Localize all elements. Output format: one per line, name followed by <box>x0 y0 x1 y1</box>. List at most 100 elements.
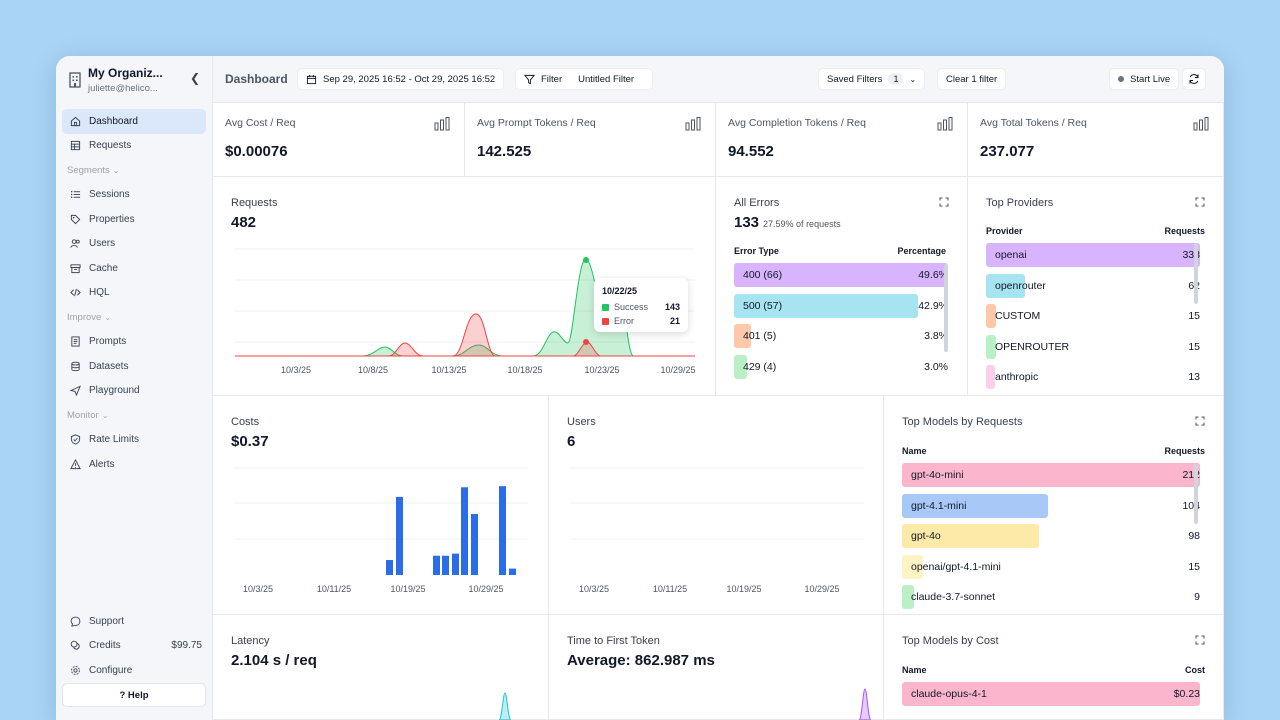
topbar: Dashboard Sep 29, 2025 16:52 - Oct 29, 2… <box>213 56 1224 103</box>
sidebar-footer: Support Credits $99.75 Configure <box>62 609 206 683</box>
refresh-button[interactable] <box>1182 68 1206 90</box>
bar[interactable] <box>433 555 440 575</box>
row-label: 429 (4) <box>743 360 777 373</box>
sidebar-item-datasets[interactable]: Datasets <box>62 354 206 379</box>
filter-button[interactable]: Filter Untitled Filter <box>515 68 654 90</box>
bar[interactable] <box>499 486 506 575</box>
model-row[interactable]: gpt-4o-mini 212 <box>902 463 1200 487</box>
model-cost-row[interactable]: claude-opus-4-1 $0.23 <box>902 682 1200 706</box>
sidebar-item-requests[interactable]: Requests <box>62 134 206 159</box>
start-live-button[interactable]: Start Live <box>1109 68 1180 90</box>
bar-fill <box>902 554 923 579</box>
bar[interactable] <box>386 560 393 575</box>
providers-card: Top Providers Provider Requests openai 33… <box>968 177 1224 396</box>
row-label: 500 (57) <box>743 299 783 312</box>
collapse-sidebar-icon[interactable]: ❮ <box>189 71 201 85</box>
errors-card: All Errors 133 27.59% of requests Error T… <box>716 177 968 396</box>
nav-group-monitor[interactable]: Monitor ⌄ <box>62 403 206 428</box>
bar-fill <box>986 304 996 328</box>
bar-fill <box>734 354 747 379</box>
sidebar-item-playground[interactable]: Playground <box>62 379 206 404</box>
sidebar-item-label: Requests <box>89 140 132 152</box>
sidebar-item-users[interactable]: Users <box>62 232 206 257</box>
bar[interactable] <box>442 555 449 575</box>
costs-chart: 10/3/25 10/11/25 10/19/25 10/29/25 <box>233 467 528 594</box>
bar[interactable] <box>509 568 516 575</box>
row-value: $0.23 <box>1173 688 1200 700</box>
credits-value: $99.75 <box>171 640 202 652</box>
providers-col-name: Provider <box>986 226 1023 236</box>
costs-card: Costs $0.37 10/3/25 10/11/25 10/19/25 10/29… <box>213 396 549 615</box>
x-tick-label: 10/3/25 <box>281 365 311 375</box>
sidebar-item-prompts[interactable]: Prompts <box>62 330 206 355</box>
kpi-value: 94.552 <box>728 143 774 160</box>
sidebar-item-label: Configure <box>89 664 133 676</box>
providers-col-requests: Requests <box>1164 226 1205 236</box>
bar[interactable] <box>461 487 468 575</box>
error-row[interactable]: 400 (66) 49.6% <box>734 263 948 287</box>
bar[interactable] <box>396 496 403 575</box>
sidebar-item-support[interactable]: Support <box>62 609 206 634</box>
clear-filter-label: Clear 1 filter <box>946 73 998 85</box>
provider-row[interactable]: CUSTOM 15 <box>986 304 1200 328</box>
sidebar-item-credits[interactable]: Credits $99.75 <box>62 634 206 659</box>
tooltip-success-value: 143 <box>664 302 680 312</box>
model-row[interactable]: gpt-4o 98 <box>902 524 1200 548</box>
bar[interactable] <box>452 553 459 575</box>
expand-icon[interactable] <box>939 197 949 207</box>
x-tick-label: 10/19/25 <box>726 584 761 594</box>
date-range-picker[interactable]: Sep 29, 2025 16:52 - Oct 29, 2025 16:52 <box>297 68 505 90</box>
scrollbar[interactable] <box>1194 244 1198 304</box>
row-label: openai <box>995 249 1027 261</box>
x-tick-label: 10/13/25 <box>431 365 466 375</box>
latency-value: 2.104 s / req <box>231 652 317 669</box>
bar-fill <box>734 293 919 318</box>
error-row[interactable]: 429 (4) 3.0% <box>734 354 948 379</box>
sidebar-item-hql[interactable]: HQL <box>62 281 206 306</box>
tooltip-error-row: Error 21 <box>602 315 680 327</box>
success-swatch <box>602 303 609 311</box>
model-row[interactable]: gpt-4.1-mini 104 <box>902 493 1200 518</box>
sidebar-item-alerts[interactable]: Alerts <box>62 452 206 477</box>
sidebar-item-label: Playground <box>89 385 140 397</box>
providers-title: Top Providers <box>986 197 1054 209</box>
help-button[interactable]: ? Help <box>62 683 206 707</box>
row-label: claude-3.7-sonnet <box>911 591 996 603</box>
sidebar-item-configure[interactable]: Configure <box>62 658 206 683</box>
database-icon <box>71 361 80 371</box>
expand-icon[interactable] <box>1195 635 1205 645</box>
error-row[interactable]: 500 (57) 42.9% <box>734 293 948 318</box>
row-value: 3.8% <box>924 330 948 342</box>
nav-group-segments[interactable]: Segments ⌄ <box>62 158 206 183</box>
saved-filters-button[interactable]: Saved Filters 1 ⌄ <box>818 68 926 90</box>
scrollbar[interactable] <box>1194 464 1198 524</box>
building-icon <box>69 72 81 88</box>
provider-row[interactable]: openai 338 <box>986 243 1200 267</box>
model-row[interactable]: claude-3.7-sonnet 9 <box>902 585 1200 609</box>
model-row[interactable]: openai/gpt-4.1-mini 15 <box>902 554 1200 579</box>
sidebar-item-properties[interactable]: Properties <box>62 207 206 232</box>
provider-row[interactable]: OPENROUTER 15 <box>986 334 1200 359</box>
sidebar-item-rate-limits[interactable]: Rate Limits <box>62 428 206 453</box>
nav-group-improve[interactable]: Improve ⌄ <box>62 305 206 330</box>
models-cost-col-cost: Cost <box>1185 665 1205 675</box>
scrollbar[interactable] <box>944 264 948 352</box>
sidebar-item-dashboard[interactable]: Dashboard <box>62 109 206 134</box>
live-status-dot <box>1118 76 1124 82</box>
bar[interactable] <box>471 514 478 575</box>
latency-spike <box>498 692 512 720</box>
sidebar-item-cache[interactable]: Cache <box>62 256 206 281</box>
provider-row[interactable]: anthropic 13 <box>986 365 1200 389</box>
sidebar-item-sessions[interactable]: Sessions <box>62 183 206 208</box>
expand-icon[interactable] <box>1195 416 1205 426</box>
clear-filter-button[interactable]: Clear 1 filter <box>937 68 1007 90</box>
saved-filters-label: Saved Filters <box>827 73 883 85</box>
expand-icon[interactable] <box>1195 197 1205 207</box>
provider-row[interactable]: openrouter62 <box>986 273 1200 298</box>
error-row[interactable]: 401 (5) 3.8% <box>734 324 948 348</box>
bar-chart-icon <box>937 117 953 131</box>
users-card: Users 6 10/3/25 10/11/25 10/19/25 10/29/25 <box>549 396 884 615</box>
row-label: claude-opus-4-1 <box>911 688 987 700</box>
filter-label: Filter <box>541 73 563 85</box>
org-switcher[interactable]: My Organiz... juliette@helico... ❮ <box>68 64 204 104</box>
